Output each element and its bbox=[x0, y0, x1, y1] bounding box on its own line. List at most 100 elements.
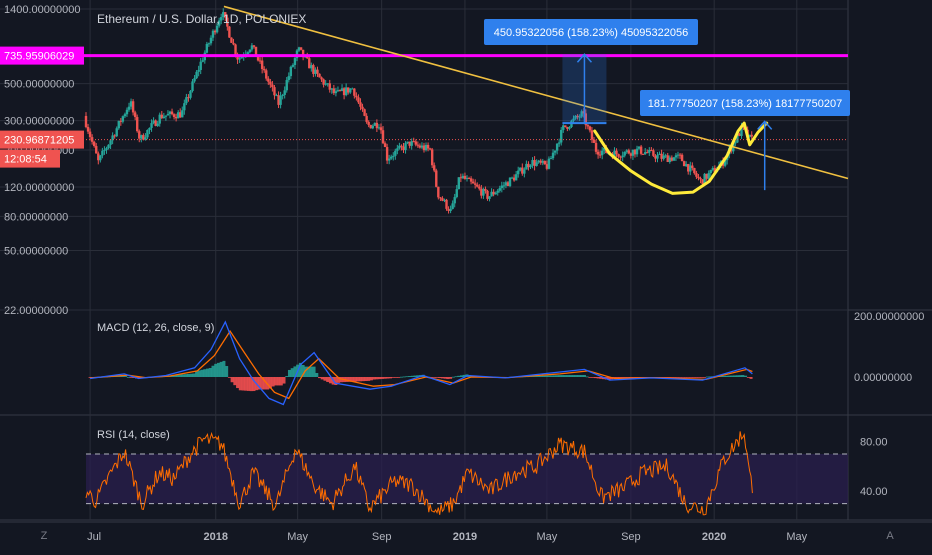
candle-body bbox=[705, 173, 708, 179]
macd-histogram-bar bbox=[126, 376, 130, 378]
candle-body bbox=[154, 120, 157, 126]
rsi-y-tick-label: 80.00 bbox=[860, 437, 888, 449]
macd-histogram-bar bbox=[271, 377, 275, 387]
macd-histogram-bar bbox=[719, 375, 723, 377]
macd-histogram-bar bbox=[241, 377, 245, 391]
current-price-tag bbox=[0, 130, 84, 149]
candle-body bbox=[123, 114, 127, 117]
price-pane[interactable]: 450.95322056 (158.23%) 45095322056 181.77… bbox=[0, 5, 850, 214]
candle-body bbox=[424, 144, 428, 151]
candle-body bbox=[490, 191, 493, 197]
macd-histogram-bar bbox=[247, 377, 251, 391]
candle-body bbox=[316, 69, 319, 74]
macd-histogram-bar bbox=[301, 365, 305, 377]
macd-histogram-bar bbox=[195, 371, 199, 377]
macd-title: MACD (12, 26, close, 9) bbox=[97, 322, 214, 334]
candle-body bbox=[736, 133, 739, 143]
candle-body bbox=[699, 178, 702, 180]
candle-body bbox=[541, 160, 544, 163]
x-tick-label: 2020 bbox=[702, 531, 726, 543]
candle-body bbox=[586, 125, 590, 127]
macd-line[interactable] bbox=[90, 320, 753, 406]
candle-body bbox=[449, 208, 452, 211]
candle-body bbox=[187, 97, 190, 99]
candle-body bbox=[703, 173, 706, 184]
candle-body bbox=[211, 30, 215, 38]
measure-annotation[interactable]: 450.95322056 (158.23%) 45095322056 bbox=[484, 19, 698, 125]
macd-histogram-bar bbox=[432, 377, 436, 378]
candle-body bbox=[650, 149, 653, 151]
macd-histogram-bar bbox=[181, 374, 185, 377]
candle-body bbox=[97, 153, 100, 161]
candle-body bbox=[598, 154, 602, 156]
candle-body bbox=[523, 169, 526, 174]
y-tick-label: 300.00000000 bbox=[4, 116, 74, 128]
rsi-pane[interactable] bbox=[85, 431, 848, 516]
candle-body bbox=[326, 83, 329, 85]
candle-body bbox=[547, 158, 551, 169]
candle-body bbox=[340, 88, 344, 91]
candle-body bbox=[592, 139, 596, 143]
macd-histogram-bar bbox=[705, 376, 709, 378]
macd-histogram-bar bbox=[225, 366, 229, 377]
candle-body bbox=[514, 174, 518, 181]
candle-body bbox=[379, 127, 383, 131]
candle-body bbox=[248, 49, 252, 53]
macd-histogram-bar bbox=[192, 373, 196, 377]
candle-body bbox=[707, 173, 710, 179]
macd-histogram-bar bbox=[574, 375, 578, 377]
trendline[interactable] bbox=[223, 5, 849, 180]
macd-histogram-bar bbox=[173, 375, 177, 377]
candle-body bbox=[652, 150, 655, 156]
candle-body bbox=[162, 116, 166, 119]
candle-body bbox=[344, 87, 348, 96]
timezone-icon[interactable]: Z bbox=[41, 530, 48, 542]
candle-body bbox=[504, 182, 508, 186]
candle-body bbox=[613, 150, 616, 158]
macd-histogram-bar bbox=[536, 375, 540, 377]
candle-body bbox=[549, 158, 553, 160]
macd-histogram-bar bbox=[378, 377, 382, 380]
candle-body bbox=[527, 163, 530, 168]
measure-arrow-head bbox=[576, 53, 593, 63]
macd-histogram-bar bbox=[233, 377, 237, 386]
signal-line[interactable] bbox=[90, 330, 753, 400]
candle-body bbox=[535, 162, 538, 166]
candle-body bbox=[551, 152, 555, 159]
candle-body bbox=[646, 152, 649, 154]
rsi-line[interactable] bbox=[85, 431, 753, 516]
candle-body bbox=[283, 90, 286, 95]
macd-histogram-bar bbox=[438, 377, 442, 379]
candle-body bbox=[668, 157, 671, 163]
candle-body bbox=[580, 111, 583, 117]
macd-histogram-bar bbox=[738, 375, 742, 377]
cup-pattern-curve[interactable] bbox=[593, 121, 769, 195]
measure-annotation[interactable]: 181.77750207 (158.23%) 18177750207 bbox=[640, 90, 850, 191]
candle-body bbox=[488, 196, 491, 199]
candle-body bbox=[250, 45, 254, 50]
candle-body bbox=[684, 164, 688, 167]
macd-histogram-bar bbox=[686, 377, 690, 378]
macd-pane[interactable] bbox=[88, 320, 753, 406]
measure-label: 181.77750207 (158.23%) 18177750207 bbox=[648, 98, 843, 110]
candle-body bbox=[213, 30, 217, 33]
candle-body bbox=[113, 135, 116, 137]
macd-histogram-bar bbox=[309, 366, 313, 377]
candle-body bbox=[299, 47, 303, 50]
auto-scale-icon[interactable]: A bbox=[886, 530, 894, 542]
candle-body bbox=[418, 145, 422, 148]
candle-body bbox=[197, 69, 200, 72]
candle-body bbox=[330, 88, 334, 90]
candle-body bbox=[439, 197, 442, 199]
candle-body bbox=[404, 143, 407, 151]
macd-histogram-bar bbox=[667, 377, 671, 378]
candle-body bbox=[557, 142, 561, 144]
macd-histogram-bar bbox=[733, 375, 737, 377]
macd-histogram-bar bbox=[337, 377, 341, 383]
x-tick-label: Sep bbox=[372, 531, 392, 543]
macd-histogram-bar bbox=[615, 377, 619, 379]
candle-body bbox=[301, 49, 305, 58]
macd-histogram-bar bbox=[569, 375, 573, 377]
candle-body bbox=[170, 111, 174, 115]
